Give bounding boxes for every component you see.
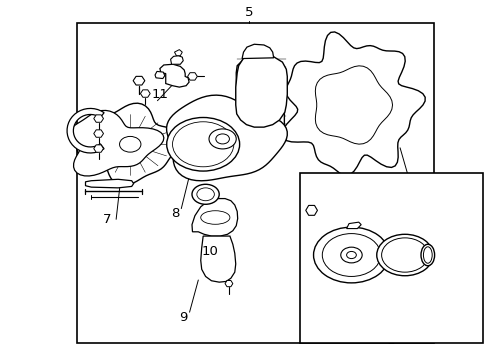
- Circle shape: [192, 184, 219, 204]
- Polygon shape: [94, 115, 103, 122]
- Circle shape: [340, 247, 362, 263]
- Polygon shape: [94, 145, 103, 152]
- Bar: [300, 173, 482, 342]
- Circle shape: [346, 251, 356, 258]
- Circle shape: [376, 234, 432, 276]
- Text: 2: 2: [366, 289, 374, 303]
- Polygon shape: [133, 76, 144, 85]
- Polygon shape: [140, 90, 150, 97]
- Polygon shape: [224, 280, 232, 287]
- Polygon shape: [315, 66, 392, 144]
- Bar: [77, 23, 433, 342]
- Polygon shape: [192, 199, 237, 236]
- Text: 8: 8: [171, 207, 179, 220]
- Polygon shape: [187, 73, 197, 80]
- Text: 5: 5: [244, 6, 253, 19]
- Polygon shape: [170, 56, 183, 64]
- Text: 3: 3: [430, 261, 439, 274]
- Text: 6: 6: [419, 200, 427, 213]
- Circle shape: [381, 238, 427, 272]
- Text: 1: 1: [386, 334, 394, 347]
- Polygon shape: [174, 50, 182, 56]
- Circle shape: [208, 129, 236, 149]
- Polygon shape: [85, 179, 133, 188]
- Text: 4: 4: [305, 222, 313, 235]
- Polygon shape: [94, 130, 103, 137]
- Circle shape: [197, 188, 214, 201]
- Polygon shape: [281, 32, 424, 175]
- Polygon shape: [160, 64, 189, 87]
- Circle shape: [119, 136, 141, 152]
- Polygon shape: [305, 206, 317, 215]
- Text: 9: 9: [179, 311, 187, 324]
- Polygon shape: [69, 111, 163, 176]
- Polygon shape: [242, 44, 273, 59]
- Text: 7: 7: [103, 213, 111, 226]
- Polygon shape: [235, 54, 287, 127]
- Circle shape: [313, 227, 388, 283]
- Circle shape: [215, 134, 229, 144]
- Circle shape: [172, 122, 233, 167]
- Polygon shape: [77, 103, 183, 185]
- Ellipse shape: [423, 247, 431, 263]
- Polygon shape: [346, 222, 361, 229]
- Ellipse shape: [420, 244, 434, 266]
- Polygon shape: [236, 56, 284, 141]
- Polygon shape: [166, 95, 286, 181]
- Text: 11: 11: [151, 88, 168, 101]
- Text: 10: 10: [202, 245, 219, 258]
- Circle shape: [166, 117, 239, 171]
- Polygon shape: [155, 71, 164, 78]
- Polygon shape: [67, 108, 104, 153]
- Polygon shape: [201, 236, 235, 282]
